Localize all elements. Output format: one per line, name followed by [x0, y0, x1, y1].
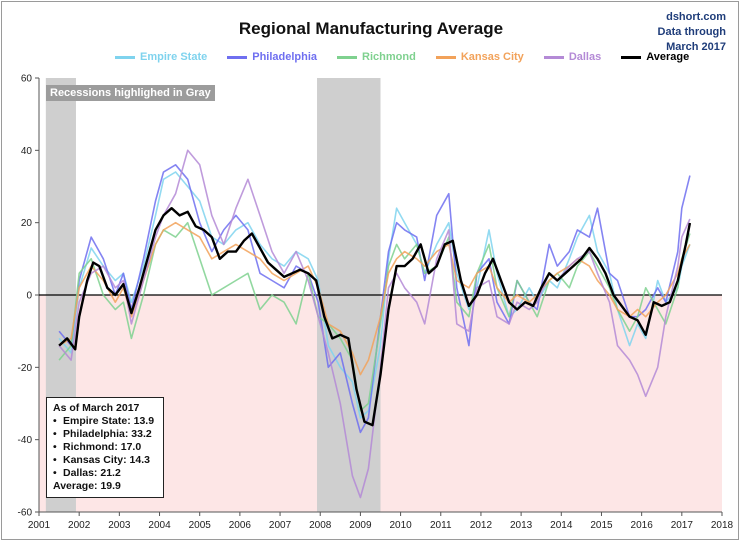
- as-of-item: • Empire State: 13.9: [53, 415, 155, 427]
- legend-item: Empire State: [115, 51, 207, 63]
- recession-note: Recessions highlighed in Gray: [46, 85, 215, 101]
- x-tick-label: 2012: [470, 520, 493, 531]
- source-note: dshort.com Data through March 2017: [658, 10, 726, 55]
- as-of-title: As of March 2017: [53, 402, 140, 414]
- legend-item: Philadelphia: [227, 51, 317, 63]
- series-line-empire-state: [58, 171, 691, 419]
- y-tick-label: 40: [21, 146, 33, 157]
- as-of-box: As of March 2017 • Empire State: 13.9 • Ph…: [46, 397, 164, 498]
- legend-swatch: [435, 55, 456, 59]
- chart-title: Regional Manufacturing Average: [238, 19, 504, 38]
- source-line-2: Data through: [657, 26, 726, 38]
- x-tick-label: 2004: [148, 520, 171, 531]
- legend-swatch: [227, 55, 248, 59]
- x-tick-label: 2007: [269, 520, 292, 531]
- x-tick-label: 2002: [68, 520, 91, 531]
- legend-label: Dallas: [568, 51, 602, 63]
- legend-item: Richmond: [337, 51, 416, 63]
- x-tick-label: 2016: [631, 520, 654, 531]
- series-line-average: [58, 207, 692, 427]
- y-tick-label: -60: [18, 508, 33, 519]
- x-tick-label: 2005: [189, 520, 212, 531]
- as-of-item: • Richmond: 17.0: [53, 441, 142, 453]
- x-tick-label: 2003: [108, 520, 131, 531]
- y-tick-label: -40: [18, 435, 33, 446]
- as-of-item: • Dallas: 21.2: [53, 467, 121, 479]
- x-tick-label: 2018: [711, 520, 734, 531]
- as-of-average: Average: 19.9: [53, 480, 121, 492]
- x-tick-label: 2014: [550, 520, 573, 531]
- source-line-3: March 2017: [666, 41, 726, 53]
- x-tick-label: 2001: [28, 520, 51, 531]
- y-tick-label: 0: [26, 291, 32, 302]
- x-tick-label: 2015: [590, 520, 613, 531]
- x-tick-label: 2009: [349, 520, 372, 531]
- series-line-kansas-city: [58, 221, 691, 376]
- legend-swatch: [543, 55, 564, 59]
- legend-label: Empire State: [140, 51, 208, 63]
- y-tick-label: -20: [18, 363, 33, 374]
- y-tick-label: 20: [21, 218, 33, 229]
- series-line-richmond: [58, 221, 691, 412]
- x-tick-label: 2010: [389, 520, 412, 531]
- as-of-item: • Philadelphia: 33.2: [53, 428, 152, 440]
- legend-item: Kansas City: [435, 51, 524, 63]
- x-tick-label: 2013: [510, 520, 533, 531]
- legend-label: Kansas City: [460, 51, 524, 63]
- series-line-dallas: [58, 149, 691, 499]
- y-tick-label: 60: [21, 74, 33, 85]
- legend-label: Average: [646, 51, 690, 63]
- as-of-item: • Kansas City: 14.3: [53, 454, 150, 466]
- x-tick-label: 2017: [671, 520, 694, 531]
- series-line-philadelphia: [58, 164, 691, 434]
- legend-item: Average: [621, 51, 689, 63]
- legend-item: Dallas: [543, 51, 602, 63]
- legend-swatch: [337, 55, 358, 59]
- x-tick-label: 2008: [309, 520, 332, 531]
- source-line-1: dshort.com: [666, 11, 726, 23]
- legend-label: Philadelphia: [252, 51, 318, 63]
- x-tick-label: 2006: [229, 520, 252, 531]
- x-tick-label: 2011: [430, 520, 452, 531]
- legend-swatch: [115, 55, 135, 59]
- legend-swatch: [621, 55, 642, 59]
- legend: Empire State Philadelphia Richmond Kansas C…: [115, 51, 689, 63]
- legend-label: Richmond: [362, 51, 416, 63]
